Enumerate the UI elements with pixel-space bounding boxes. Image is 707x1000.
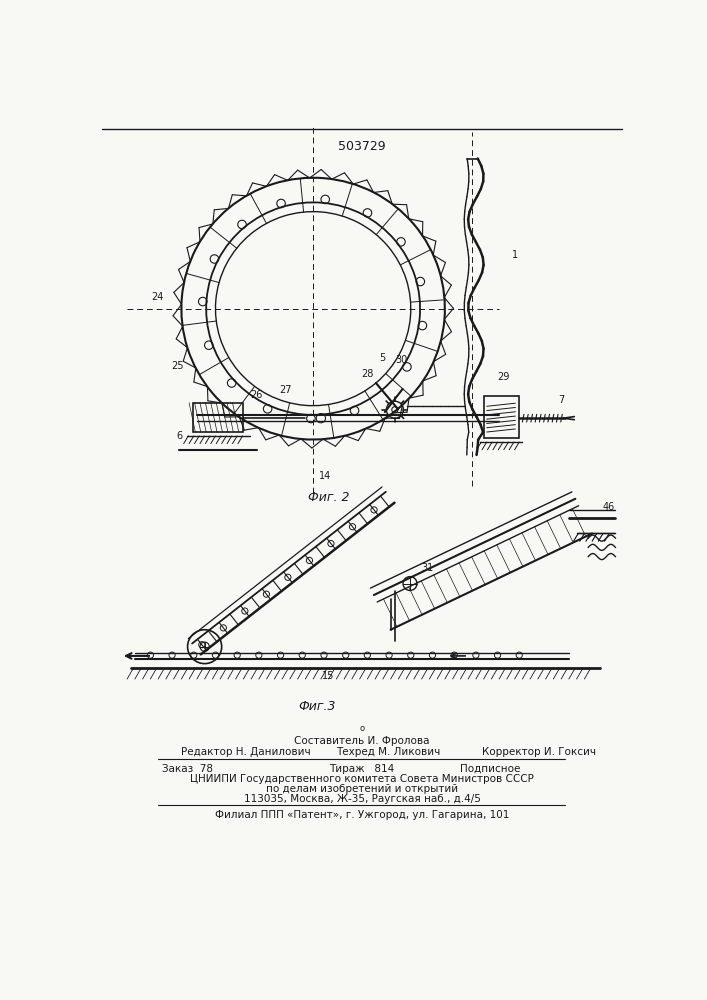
Text: 28: 28 bbox=[361, 369, 373, 379]
Text: 24: 24 bbox=[151, 292, 163, 302]
Text: 503729: 503729 bbox=[338, 140, 386, 153]
Text: ЦНИИПИ Государственного комитета Совета Министров СССР: ЦНИИПИ Государственного комитета Совета … bbox=[190, 774, 534, 784]
Text: Заказ  78: Заказ 78 bbox=[162, 764, 213, 774]
Text: 15: 15 bbox=[322, 671, 335, 681]
Text: 27: 27 bbox=[280, 385, 292, 395]
Text: 25: 25 bbox=[171, 361, 184, 371]
Text: Подписное: Подписное bbox=[460, 764, 521, 774]
Text: по делам изобретений и открытий: по делам изобретений и открытий bbox=[266, 784, 458, 794]
Text: 30: 30 bbox=[395, 355, 407, 365]
Text: 5: 5 bbox=[380, 353, 385, 363]
Text: Корректор И. Гоксич: Корректор И. Гоксич bbox=[482, 747, 596, 757]
Text: 26: 26 bbox=[251, 390, 263, 400]
Text: о: о bbox=[359, 724, 365, 733]
Bar bbox=[484, 396, 518, 438]
Text: 113035, Москва, Ж-35, Раугская наб., д.4/5: 113035, Москва, Ж-35, Раугская наб., д.4… bbox=[243, 794, 480, 804]
Text: Составитель И. Фролова: Составитель И. Фролова bbox=[294, 736, 430, 746]
Text: 7: 7 bbox=[558, 395, 564, 405]
Text: Фиг. 2: Фиг. 2 bbox=[308, 491, 349, 504]
Text: Редактор Н. Данилович: Редактор Н. Данилович bbox=[182, 747, 311, 757]
Text: Техред М. Ликович: Техред М. Ликович bbox=[337, 747, 440, 757]
Text: Тираж   814: Тираж 814 bbox=[329, 764, 394, 774]
Text: 46: 46 bbox=[603, 502, 615, 512]
Text: 6: 6 bbox=[176, 431, 182, 441]
Bar bbox=[193, 403, 243, 432]
Text: Филиал ППП «Патент», г. Ужгород, ул. Гагарина, 101: Филиал ППП «Патент», г. Ужгород, ул. Гаг… bbox=[215, 810, 509, 820]
Text: 29: 29 bbox=[497, 372, 509, 382]
Text: 14: 14 bbox=[319, 471, 331, 481]
Text: 1: 1 bbox=[512, 250, 518, 260]
Text: 31: 31 bbox=[421, 563, 433, 573]
Text: Фиг.3: Фиг.3 bbox=[298, 700, 336, 713]
